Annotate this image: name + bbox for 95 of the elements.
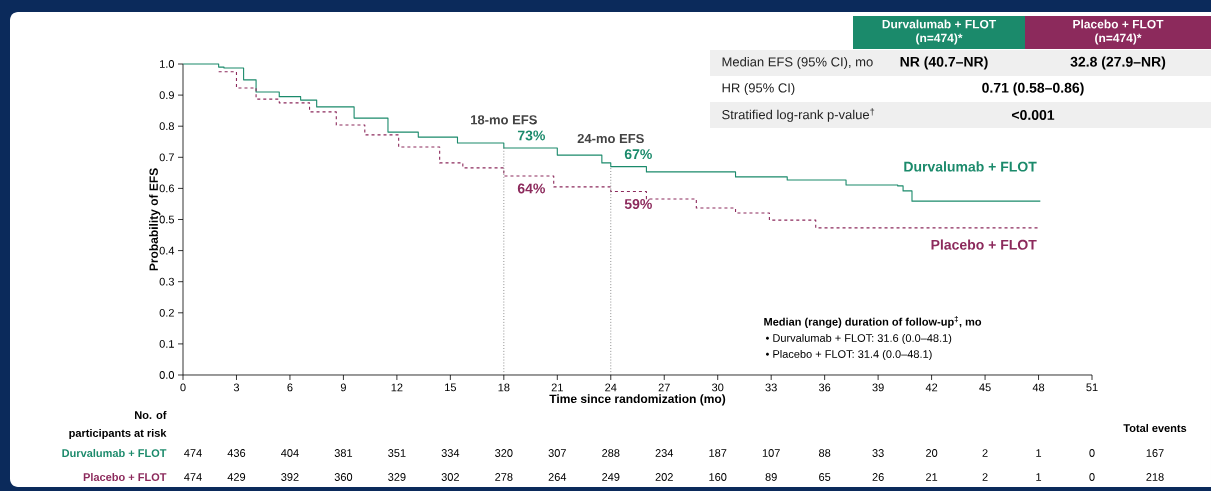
annotation: NR (40.7–NR)	[900, 56, 988, 70]
text: 234	[655, 449, 674, 457]
x-axis-title: Time since randomization (mo)	[549, 394, 726, 406]
text: Durvalumab + FLOT	[882, 19, 997, 29]
series-label: Placebo + FLOT	[931, 239, 1037, 250]
text: 264	[548, 473, 567, 481]
text: 160	[709, 473, 727, 481]
text: 202	[655, 473, 673, 481]
text: 2	[982, 473, 988, 481]
text: 249	[602, 473, 620, 481]
text: 474	[184, 473, 202, 481]
annotation: 73%	[517, 130, 545, 141]
annotation: <0.001	[1011, 110, 1055, 120]
text: 329	[388, 473, 406, 481]
text: Placebo + FLOT	[83, 472, 167, 482]
annotation: Median (range) duration of follow-up$^{‡}$, mo	[764, 316, 982, 328]
annotation: Stratified log-rank p-value$^{†}$	[722, 108, 875, 122]
text: Total events	[1123, 423, 1187, 433]
x-tick-label: 15	[445, 383, 456, 392]
text: 0	[1089, 473, 1095, 481]
text: 20	[926, 449, 938, 457]
y-tick-label: 0.8	[159, 122, 174, 131]
text: 88	[819, 449, 831, 457]
y-tick-label: 0.5	[159, 215, 174, 224]
annotation: • Durvalumab + FLOT: 31.6 (0.0–48.1)	[765, 333, 952, 345]
x-tick-label: 9	[340, 383, 346, 392]
text: 474	[184, 449, 202, 457]
text: 392	[281, 473, 299, 481]
text: 1	[1036, 449, 1042, 457]
text: 320	[495, 449, 513, 457]
text: 33	[872, 449, 884, 457]
text: 187	[709, 449, 727, 457]
y-tick-label: 0.9	[159, 91, 174, 99]
y-tick-label: 0.4	[159, 246, 175, 255]
text: 307	[548, 449, 566, 457]
text: 381	[334, 449, 353, 457]
annotation: Median EFS (95% CI), mo	[722, 56, 873, 70]
x-tick-label: 51	[1086, 383, 1098, 392]
text: 26	[872, 473, 884, 481]
text: 2	[982, 449, 988, 457]
x-tick-label: 36	[818, 383, 831, 392]
series-label: Durvalumab + FLOT	[904, 161, 1037, 172]
text: Placebo + FLOT	[1073, 19, 1164, 29]
text: 21	[926, 473, 938, 481]
text: Durvalumab + FLOT	[62, 448, 167, 458]
y-tick-label: 0.7	[159, 153, 174, 162]
y-tick-label: 1.0	[160, 60, 175, 68]
x-tick-label: 3	[233, 383, 240, 392]
ref-line-label: 18-mo EFS	[471, 115, 537, 125]
x-tick-label: 39	[872, 383, 884, 392]
x-tick-label: 18	[498, 383, 510, 392]
ref-line-label: 24-mo EFS	[577, 133, 644, 144]
y-tick-label: 0.2	[159, 308, 174, 317]
x-tick-label: 30	[712, 383, 724, 392]
text: 218	[1146, 473, 1164, 481]
text: 167	[1146, 449, 1164, 457]
y-tick-label: 0.3	[159, 277, 174, 286]
text: 278	[495, 473, 513, 481]
text: (n=474)*	[1095, 33, 1142, 45]
x-tick-label: 48	[1032, 383, 1045, 392]
y-tick-label: 0.1	[159, 340, 174, 348]
text: 360	[334, 473, 353, 481]
annotation: 59%	[624, 199, 652, 209]
text: 429	[227, 473, 246, 481]
annotation: • Placebo + FLOT: 31.4 (0.0–48.1)	[765, 349, 932, 361]
x-tick-label: 33	[765, 383, 777, 392]
text: 288	[602, 449, 620, 457]
text: 436	[227, 449, 246, 457]
x-tick-label: 24	[605, 383, 617, 392]
text: participants at risk	[69, 428, 167, 440]
x-tick-label: 45	[979, 383, 991, 392]
annotation: 64%	[517, 183, 545, 194]
text: 351	[388, 449, 406, 457]
x-tick-label: 21	[551, 383, 563, 392]
x-tick-label: 42	[925, 383, 938, 392]
text: 89	[765, 473, 777, 481]
text: 107	[762, 449, 780, 457]
text: 334	[441, 449, 460, 457]
text: 1	[1036, 473, 1042, 481]
annotation: 0.71 (0.58–0.86)	[982, 82, 1084, 96]
text: No. of	[135, 410, 167, 420]
annotation: HR (95% CI)	[722, 82, 795, 96]
annotation: 32.8 (27.9–NR)	[1070, 56, 1166, 70]
text: 0	[1089, 449, 1095, 457]
y-tick-label: 0.6	[159, 184, 174, 193]
annotation: 67%	[624, 149, 652, 160]
text: 302	[441, 473, 459, 481]
y-tick-label: 0.0	[159, 371, 175, 379]
text: 404	[281, 449, 299, 457]
x-tick-label: 27	[658, 383, 670, 392]
x-tick-label: 0	[180, 383, 186, 392]
x-tick-label: 6	[287, 383, 293, 392]
text: 65	[819, 473, 831, 481]
x-tick-label: 12	[391, 383, 403, 392]
text: (n=474)*	[916, 33, 963, 45]
